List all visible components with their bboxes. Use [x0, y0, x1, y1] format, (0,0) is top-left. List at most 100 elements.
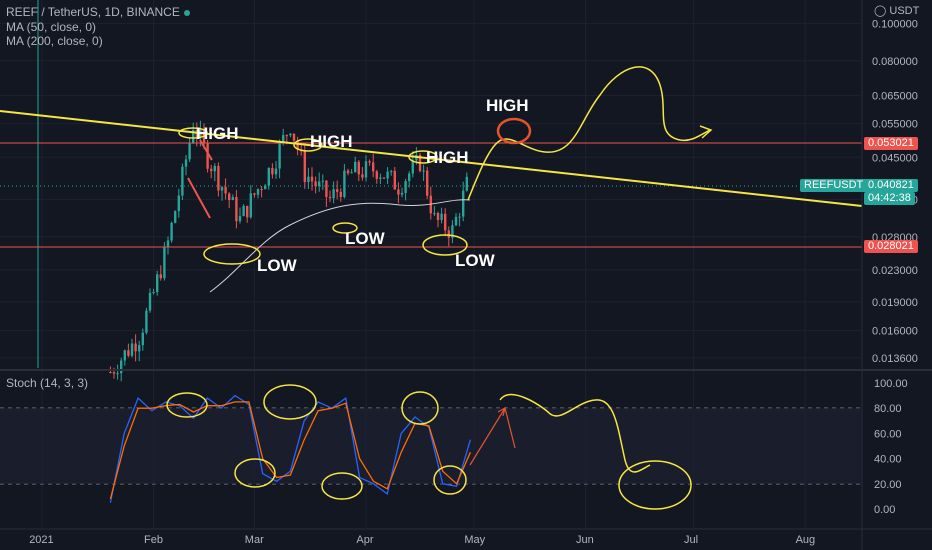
descending-trendline[interactable]	[0, 110, 863, 207]
candle	[346, 168, 350, 176]
candle	[246, 205, 249, 223]
stoch-circle-5	[321, 472, 363, 500]
candle	[436, 211, 440, 228]
candle	[336, 180, 339, 200]
price-tick-label: 0.016000	[872, 326, 918, 338]
candle	[361, 167, 364, 181]
time-tick-label: Jun	[576, 534, 594, 546]
drawings[interactable]	[178, 66, 713, 265]
stoch-tick-label: 20.00	[874, 479, 902, 491]
time-axis-labels: 2021 Feb Mar Apr May Jun Jul Aug	[29, 534, 815, 546]
stoch-circle-3	[401, 391, 439, 425]
candle	[145, 307, 148, 335]
projection-path	[467, 66, 711, 201]
currency-selector[interactable]: ◯ USDT	[874, 4, 919, 17]
candle	[130, 338, 134, 358]
last-price-tag: 0.040821	[864, 179, 918, 192]
price-tick-label: 0.055000	[872, 119, 918, 131]
price-tick-label: 0.065000	[872, 91, 918, 103]
stoch-axis-labels: 100.00 80.00 60.00 40.00 20.00 0.00	[874, 378, 908, 516]
note-high-4: HIGH	[486, 96, 529, 115]
price-tick-label: 0.023000	[872, 265, 918, 277]
candle	[271, 163, 274, 179]
stoch-arrow	[469, 406, 516, 466]
symbol-legend: REEF / TetherUS, 1D, BINANCE	[6, 5, 190, 19]
candle	[379, 173, 382, 185]
candle	[328, 190, 332, 203]
candle	[382, 177, 386, 180]
candlestick-series	[109, 120, 468, 382]
candle	[163, 242, 166, 281]
candle	[195, 122, 198, 147]
candle	[447, 226, 450, 247]
stoch-projection	[499, 393, 651, 473]
candle	[159, 265, 162, 281]
candle	[350, 169, 353, 174]
time-tick-label: Aug	[796, 534, 816, 546]
candle	[181, 163, 184, 201]
candle	[440, 207, 443, 224]
candle	[170, 221, 173, 243]
candle	[400, 187, 404, 198]
candle	[343, 164, 346, 199]
candle	[156, 270, 159, 296]
symbol-title[interactable]: REEF / TetherUS, 1D, BINANCE	[6, 5, 180, 19]
candle	[213, 163, 216, 182]
candle	[408, 171, 411, 188]
high-circle-1	[178, 127, 208, 139]
candle	[375, 169, 378, 184]
ma50-legend[interactable]: MA (50, close, 0)	[6, 20, 97, 34]
stochastic-lines	[109, 394, 472, 503]
candle	[264, 183, 267, 190]
candle	[152, 288, 155, 295]
time-tick-label: Apr	[356, 534, 373, 546]
ma200-legend[interactable]: MA (200, close, 0)	[6, 34, 103, 48]
note-high-3: HIGH	[426, 148, 469, 167]
candle	[206, 139, 209, 173]
candle	[242, 204, 245, 217]
price-tick-label: 0.100000	[872, 18, 918, 30]
note-low-3: LOW	[455, 251, 496, 270]
candle	[444, 208, 447, 237]
candle	[433, 206, 436, 217]
candle	[422, 164, 425, 182]
low-circle-1	[203, 243, 261, 265]
target-circle[interactable]	[496, 117, 532, 145]
candle	[210, 164, 213, 179]
candle	[228, 192, 231, 209]
candle	[256, 188, 260, 199]
upper-level-tag: 0.053021	[864, 137, 918, 150]
candle	[321, 174, 324, 190]
candle	[314, 176, 317, 194]
candle	[224, 178, 227, 200]
stoch-tick-label: 60.00	[874, 428, 902, 440]
candle	[325, 179, 328, 208]
note-high-2: HIGH	[310, 132, 353, 151]
ma50-line	[209, 199, 471, 293]
candle	[411, 151, 414, 178]
candle	[127, 343, 130, 358]
candle	[390, 169, 393, 176]
candle	[462, 181, 465, 222]
candle	[458, 212, 461, 227]
stoch-tick-label: 80.00	[874, 403, 902, 415]
projection-arrowhead	[699, 125, 713, 139]
stoch-legend[interactable]: Stoch (14, 3, 3)	[6, 376, 89, 390]
candle	[465, 172, 468, 192]
candle	[231, 194, 234, 201]
candle	[253, 192, 256, 198]
candle	[332, 181, 335, 204]
candle	[354, 156, 357, 173]
candle	[289, 133, 292, 138]
stoch-drawings[interactable]	[166, 384, 692, 510]
time-tick-label: Feb	[144, 534, 163, 546]
price-tick-label: 0.019000	[872, 297, 918, 309]
candle	[274, 161, 278, 179]
candle	[249, 185, 252, 219]
high-circle-3	[408, 150, 438, 164]
pen-stroke-high	[199, 139, 213, 161]
candle	[397, 182, 400, 204]
stoch-circle-1	[166, 392, 208, 418]
candle	[318, 172, 321, 192]
